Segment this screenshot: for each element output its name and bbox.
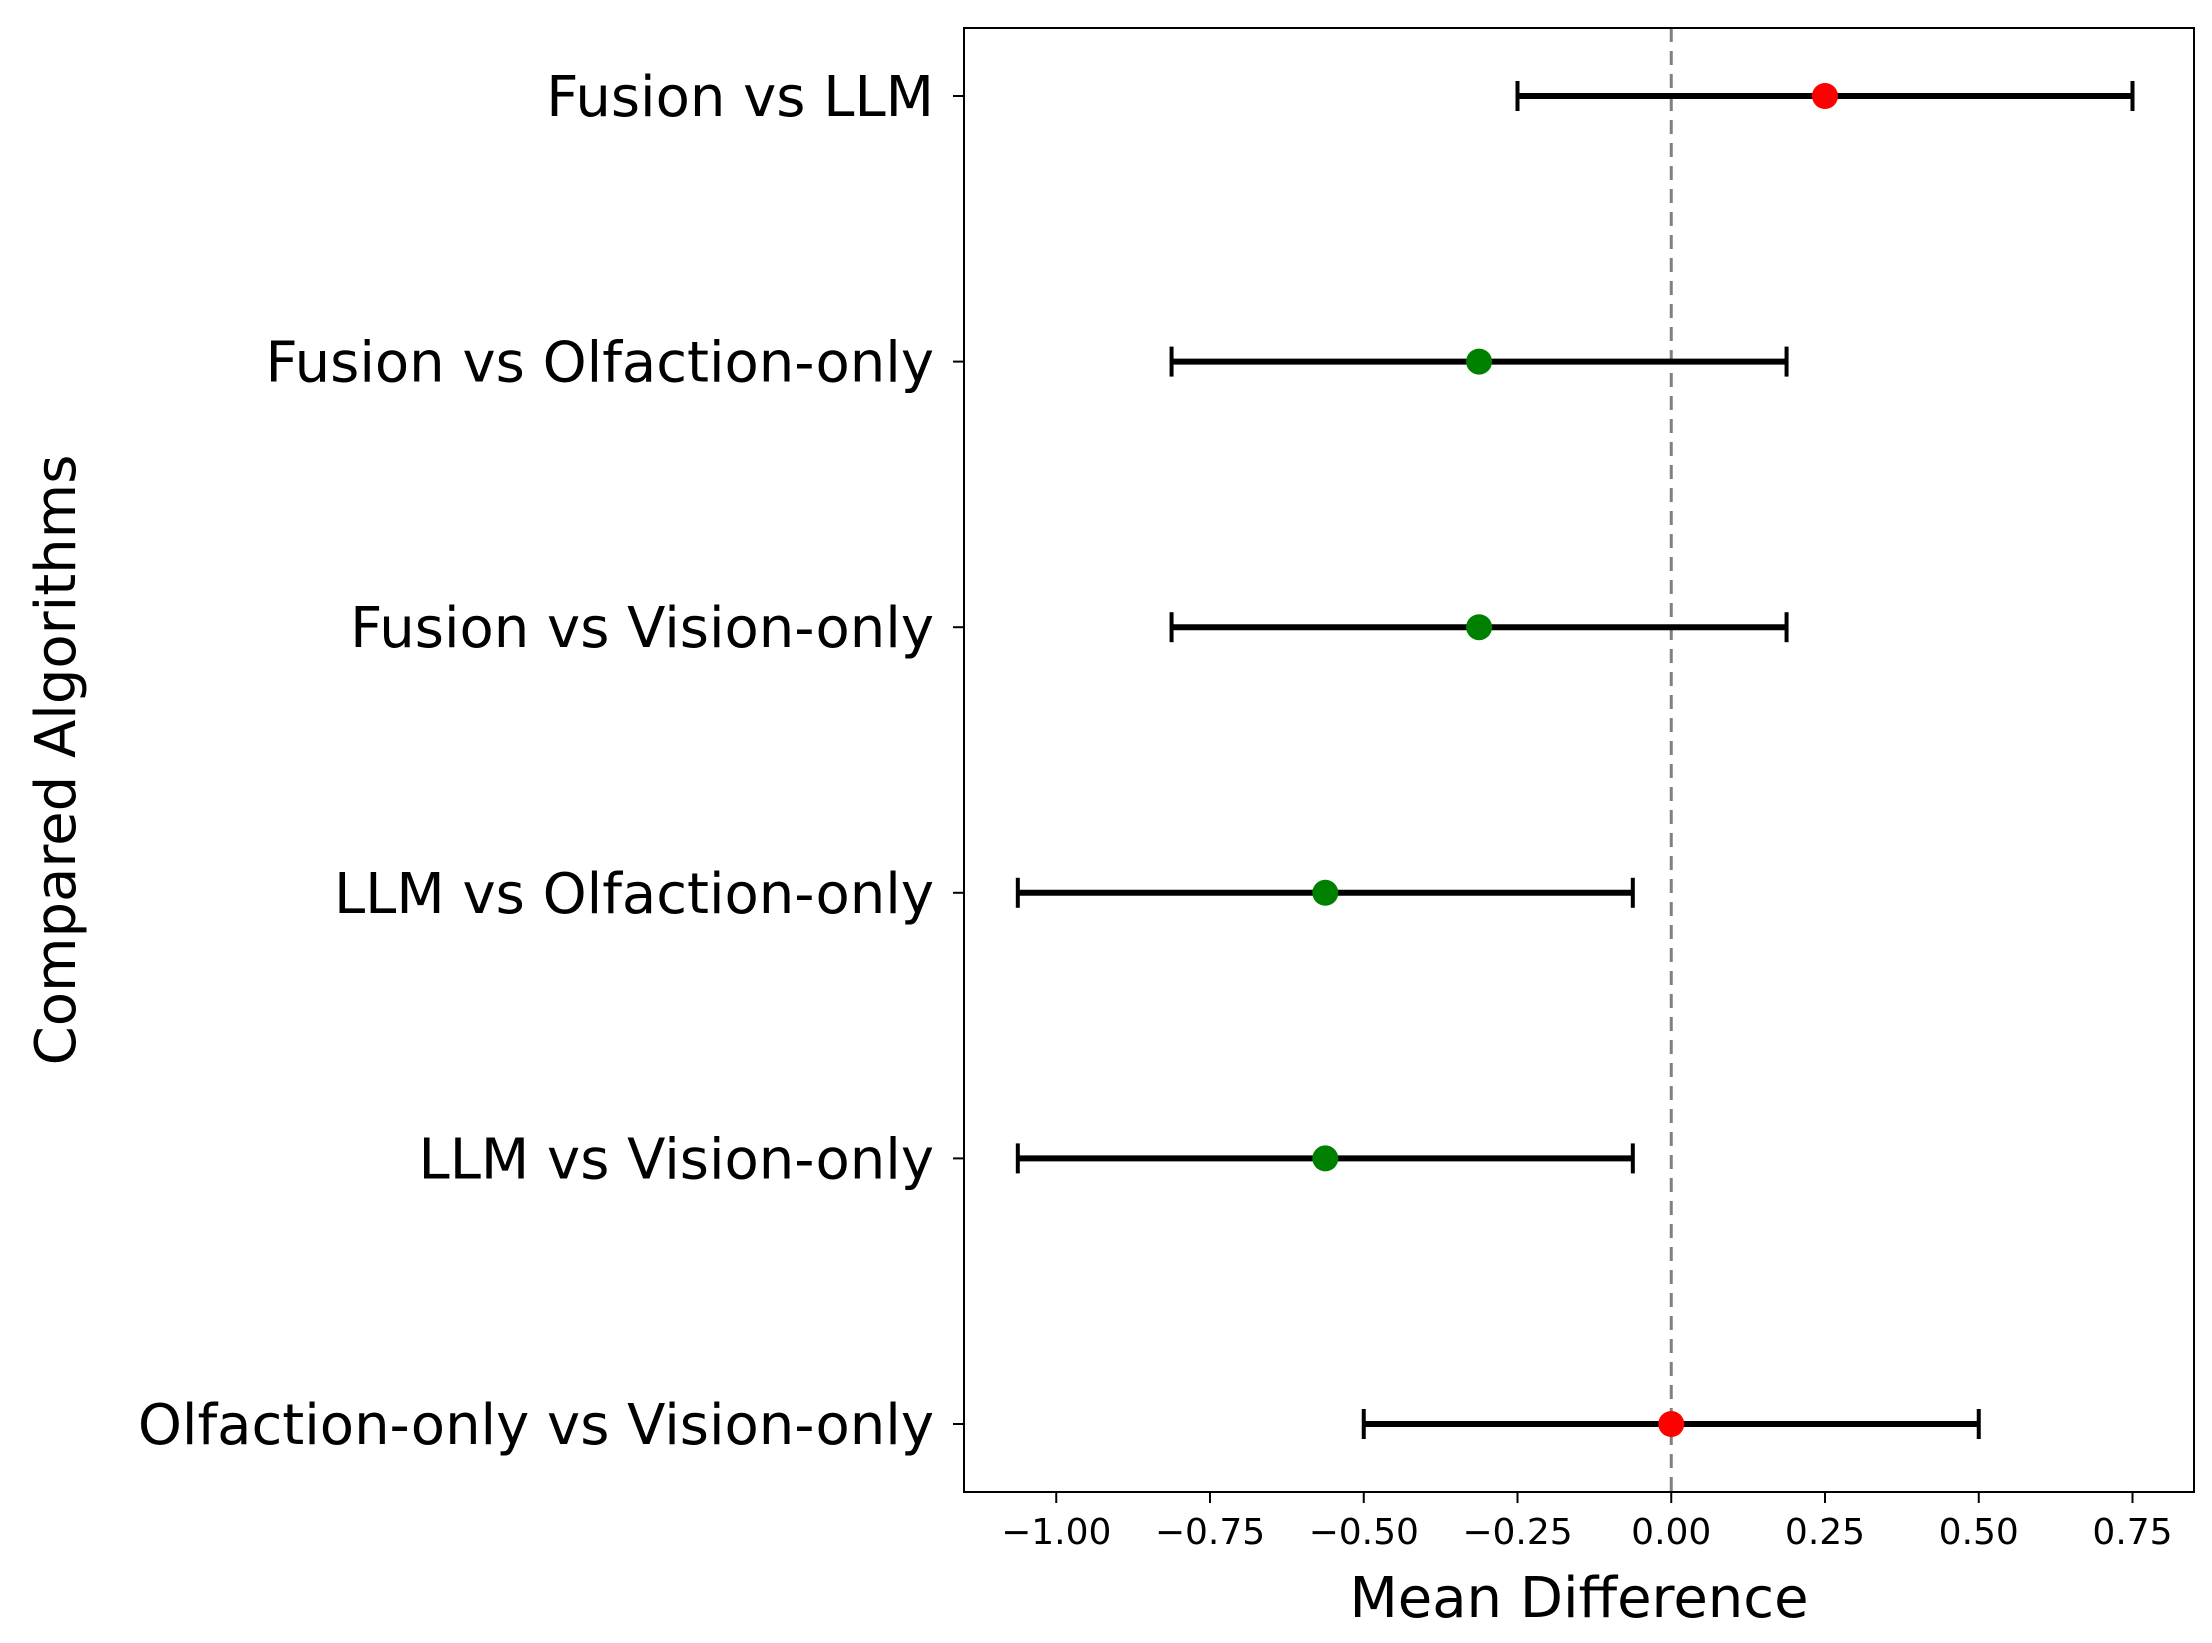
mean-point-3 — [1312, 879, 1339, 906]
y-axis: Fusion vs LLM Fusion vs Olfaction-only Fus… — [138, 65, 964, 1458]
plot-area-frame — [963, 27, 2195, 1493]
mean-point-2 — [1466, 614, 1493, 641]
y-tick-label-0: Fusion vs LLM — [546, 65, 934, 130]
x-tick-label-7: 0.75 — [2092, 1512, 2172, 1553]
x-tick-label-0: −1.00 — [1001, 1512, 1111, 1553]
plot-marks — [1015, 28, 2135, 1492]
y-tick-label-1: Fusion vs Olfaction-only — [266, 331, 934, 396]
y-tick-label-4: LLM vs Vision-only — [419, 1127, 934, 1192]
x-axis-title: Mean Difference — [1349, 1566, 1808, 1631]
x-tick-label-4: 0.00 — [1631, 1512, 1711, 1553]
y-tick-label-3: LLM vs Olfaction-only — [334, 862, 934, 927]
mean-point-4 — [1312, 1145, 1339, 1172]
y-axis-title: Compared Algorithms — [24, 455, 89, 1066]
x-tick-label-1: −0.75 — [1155, 1512, 1265, 1553]
x-tick-label-5: 0.25 — [1785, 1512, 1865, 1553]
mean-point-0 — [1812, 83, 1838, 109]
y-tick-label-5: Olfaction-only vs Vision-only — [138, 1393, 934, 1458]
y-tick-label-2: Fusion vs Vision-only — [350, 596, 934, 661]
mean-point-5 — [1658, 1411, 1685, 1437]
x-axis: −1.00 −0.75 −0.50 −0.25 0.00 0.25 0.50 0.75 — [1001, 1492, 2173, 1553]
mean-point-1 — [1466, 348, 1493, 375]
x-tick-label-2: −0.50 — [1309, 1512, 1419, 1553]
x-tick-label-6: 0.50 — [1939, 1512, 2019, 1553]
x-tick-label-3: −0.25 — [1462, 1512, 1572, 1553]
